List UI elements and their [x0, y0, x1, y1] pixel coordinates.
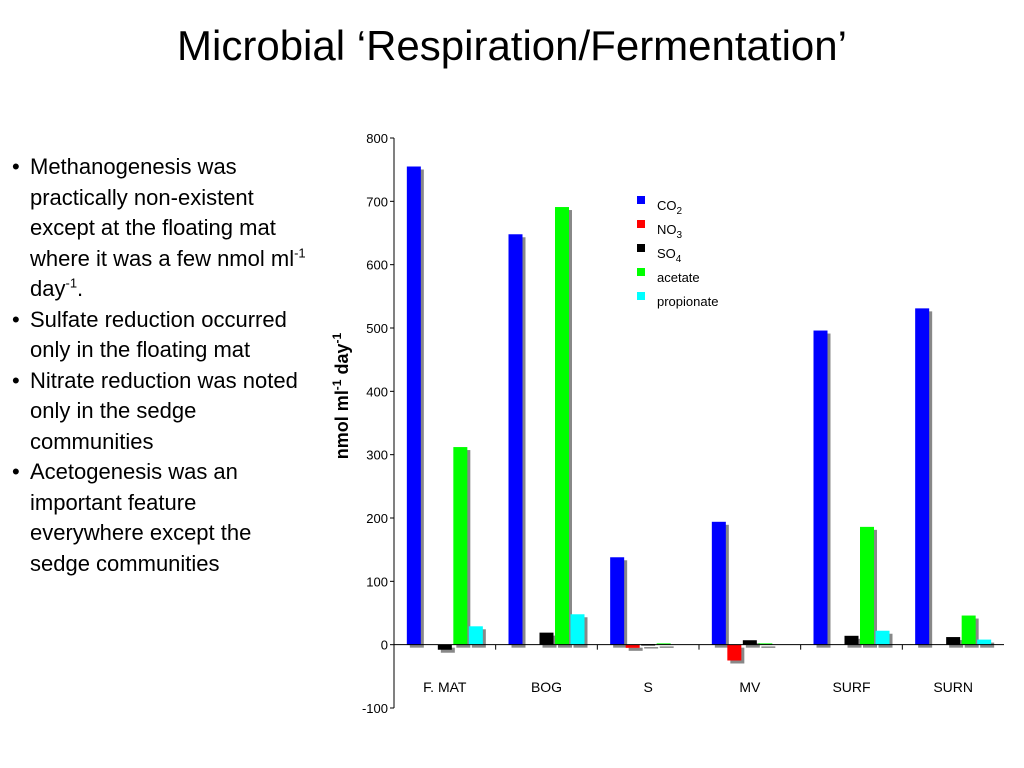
- legend-label: NO3: [657, 222, 683, 241]
- bar: [813, 330, 828, 645]
- bullet-text: Methanogenesis was practically non-exist…: [30, 154, 295, 271]
- y-tick-label: 0: [381, 638, 388, 653]
- bullet-text-mid: day: [30, 276, 66, 301]
- bars-group: [406, 166, 995, 664]
- axes-group: F. MAT BOG S MV SURF SURN -100 0 100 200 300 400 500…: [362, 131, 1004, 716]
- x-tick-label: SURN: [933, 679, 973, 695]
- slide-title: Microbial ‘Respiration/Fermentation’: [177, 22, 847, 69]
- bullet-dot: •: [12, 306, 20, 332]
- bullet-text: Acetogenesis was an important feature ev…: [30, 459, 252, 576]
- bar: [468, 626, 483, 645]
- y-tick-label: 700: [366, 194, 388, 209]
- bar-shadow: [628, 647, 643, 651]
- bar: [915, 308, 930, 645]
- bar: [656, 643, 671, 645]
- legend-swatch: [637, 220, 645, 228]
- bar: [727, 644, 742, 661]
- legend: CO2 NO3 SO4 acetate propionate: [637, 196, 718, 309]
- legend-label: acetate: [657, 270, 700, 285]
- legend-label: CO2: [657, 198, 683, 217]
- bar: [860, 526, 874, 645]
- legend-label: propionate: [657, 294, 718, 309]
- legend-swatch: [637, 244, 645, 252]
- superscript: -1: [294, 245, 306, 261]
- bar: [406, 166, 421, 645]
- bullet-dot: •: [12, 154, 20, 179]
- bar-shadow: [440, 647, 455, 653]
- bullet-item: • Nitrate reduction was noted only in the…: [12, 366, 312, 458]
- x-tick-label: S: [643, 679, 652, 695]
- bar-shadow: [761, 646, 776, 648]
- bar: [555, 207, 569, 645]
- bar: [961, 615, 976, 645]
- bullet-text-end: .: [77, 276, 84, 301]
- bullet-text: Sulfate reduction occurred only in the f…: [30, 306, 287, 363]
- bar-shadow: [644, 647, 659, 649]
- bar: [977, 639, 992, 645]
- bar: [742, 640, 757, 645]
- legend-swatch: [637, 292, 645, 300]
- y-tick-label: 100: [366, 574, 388, 589]
- y-tick-label: 500: [366, 321, 388, 336]
- x-tick-label: MV: [739, 679, 761, 695]
- bar: [711, 521, 726, 645]
- bar: [625, 644, 640, 648]
- bar: [437, 644, 452, 650]
- bar: [453, 447, 468, 645]
- y-tick-label: 400: [366, 384, 388, 399]
- y-tick-label: 300: [366, 448, 388, 463]
- bullet-text: Nitrate reduction was noted only in the …: [30, 367, 298, 454]
- y-tick-label: 200: [366, 511, 388, 526]
- legend-swatch: [637, 196, 645, 204]
- y-axis-label: nmol ml-1 day-1: [330, 332, 352, 459]
- bar: [875, 630, 890, 645]
- bar: [946, 637, 961, 645]
- x-tick-label: BOG: [531, 679, 562, 695]
- bullet-item: • Methanogenesis was practically non-exis…: [12, 152, 312, 305]
- bar: [844, 635, 859, 645]
- bar: [758, 643, 773, 645]
- bullet-list: • Methanogenesis was practically non-exis…: [12, 152, 312, 579]
- bar-shadow: [745, 643, 760, 648]
- bullet-item: • Sulfate reduction occurred only in the …: [12, 305, 312, 366]
- bullet-item: • Acetogenesis was an important feature e…: [12, 457, 312, 579]
- y-tick-label: -100: [362, 701, 388, 716]
- bar: [570, 614, 585, 645]
- y-tick-label: 800: [366, 131, 388, 146]
- bullet-dot: •: [12, 367, 20, 393]
- bullet-dot: •: [12, 459, 20, 484]
- legend-label: SO4: [657, 246, 682, 265]
- x-tick-label: F. MAT: [423, 679, 467, 695]
- bar: [508, 234, 523, 645]
- superscript: -1: [65, 275, 78, 291]
- bar-shadow: [659, 646, 674, 648]
- bar: [539, 632, 554, 645]
- x-tick-label: SURF: [832, 679, 870, 695]
- legend-swatch: [637, 268, 645, 276]
- bar: [610, 557, 625, 645]
- y-tick-label: 600: [366, 258, 388, 273]
